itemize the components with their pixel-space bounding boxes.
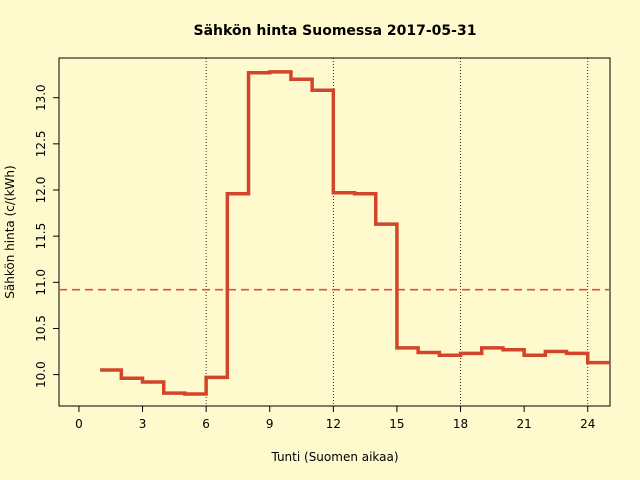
x-tick-label: 24 [580,417,595,431]
y-tick-label: 11.0 [34,269,48,296]
x-tick-label: 3 [139,417,147,431]
y-tick-label: 12.5 [34,130,48,157]
y-tick-label: 13.0 [34,84,48,111]
x-tick-label: 6 [202,417,210,431]
y-tick-label: 12.0 [34,177,48,204]
y-axis-label: Sähkön hinta (c/(kWh) [3,165,17,298]
x-tick-label: 12 [326,417,341,431]
chart-title: Sähkön hinta Suomessa 2017-05-31 [194,23,477,39]
x-tick-label: 9 [266,417,274,431]
y-tick-label: 10.5 [34,315,48,342]
x-tick-label: 18 [453,417,468,431]
price-step-line [100,70,610,396]
y-tick-label: 11.5 [34,223,48,250]
x-tick-label: 21 [516,417,531,431]
x-tick-label: 15 [389,417,404,431]
x-axis-label: Tunti (Suomen aikaa) [270,450,398,464]
x-tick-label: 0 [75,417,83,431]
plot-frame [58,57,611,407]
y-tick-label: 10.0 [34,361,48,388]
